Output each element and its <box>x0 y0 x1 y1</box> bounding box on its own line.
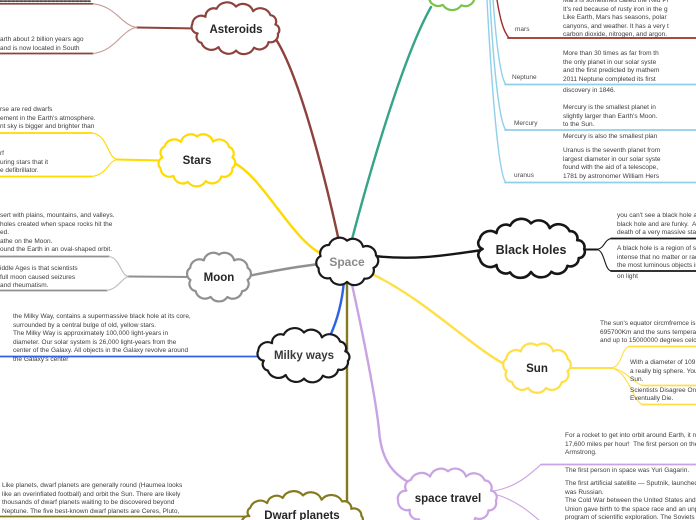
note-stars-2[interactable]: rf uring stars that it e defibrillator. <box>0 150 49 174</box>
note-sun-2[interactable]: With a diameter of 109 a really big sphe… <box>630 359 696 383</box>
node-dwarf-planets[interactable] <box>241 490 364 520</box>
node-milky-ways[interactable] <box>256 326 351 384</box>
branch-label-uranus[interactable]: uranus <box>514 172 534 179</box>
note-space-travel-1b[interactable]: The first person in space was Yuri Gagar… <box>565 466 690 474</box>
branch-stars[interactable] <box>232 161 324 256</box>
bracket-moon[interactable] <box>106 255 129 292</box>
branch-black-holes[interactable] <box>372 248 485 259</box>
node-stars[interactable] <box>157 133 237 188</box>
node-black-holes[interactable] <box>476 217 587 280</box>
note-black-holes-2b[interactable]: on light <box>617 272 638 280</box>
branch-asteroids[interactable] <box>275 39 342 248</box>
branch-planets[interactable] <box>349 5 433 245</box>
note-dwarf-planets[interactable]: Like planets, dwarf planets are generall… <box>2 482 183 515</box>
note-space-travel-2[interactable]: The first artificial satellite — Sputnik… <box>565 480 696 520</box>
note-black-holes-1[interactable]: you can't see a black hole an black hole… <box>617 212 696 236</box>
node-sun[interactable] <box>502 342 572 394</box>
node-label-dwarf-planets[interactable]: Dwarf planets <box>264 510 340 520</box>
branch-milky-ways[interactable] <box>328 279 346 338</box>
note-neptune-2[interactable]: discovery in 1846. <box>563 86 616 94</box>
bracket-black-holes[interactable] <box>596 237 612 272</box>
note-space-travel-1[interactable]: For a rocket to get into orbit around Ea… <box>565 432 696 456</box>
fan-neptune[interactable] <box>492 0 507 86</box>
bracket-sun[interactable] <box>611 345 643 406</box>
branch-moon[interactable] <box>246 262 322 278</box>
fan-mercury[interactable] <box>489 0 507 131</box>
connector-moon[interactable] <box>127 275 193 278</box>
bracket-space-travel[interactable] <box>493 463 542 520</box>
bracket-stars[interactable] <box>91 132 118 178</box>
node-label-asteroids[interactable]: Asteroids <box>209 24 263 36</box>
node-asteroids[interactable] <box>190 1 281 56</box>
node-space-travel[interactable] <box>396 467 498 520</box>
node-planets-cloud[interactable] <box>423 0 481 12</box>
note-milky-ways[interactable]: the Milky Way, contains a supermassive b… <box>13 313 191 363</box>
connector-asteroids[interactable] <box>136 26 199 30</box>
node-label-space-travel[interactable]: space travel <box>414 493 482 505</box>
note-black-holes-2[interactable]: A black hole is a region of sp intense t… <box>617 245 696 269</box>
note-moon-1[interactable]: sert with plains, mountains, and valleys… <box>0 212 115 253</box>
note-sun-1[interactable]: The sun's equator circmfremce is 43 6957… <box>600 320 696 344</box>
note-mercury[interactable]: Mercury is the smallest planet in slight… <box>563 104 658 128</box>
note-asteroids-2[interactable]: arth about 2 billion years ago and is no… <box>0 36 84 52</box>
branch-label-mars[interactable]: mars <box>515 26 530 33</box>
fan-mars[interactable] <box>496 0 510 39</box>
node-label-space[interactable]: Space <box>329 255 365 269</box>
connector-stars[interactable] <box>116 158 165 162</box>
branch-space-travel[interactable] <box>349 278 410 484</box>
bracket-asteroids[interactable] <box>92 3 138 55</box>
node-moon[interactable] <box>185 251 252 303</box>
branch-label-mercury[interactable]: Mercury <box>514 120 538 127</box>
node-label-moon[interactable]: Moon <box>203 272 235 284</box>
node-space[interactable] <box>315 236 380 287</box>
note-moon-2[interactable]: iddle Ages is that scientists full moon … <box>0 265 78 289</box>
node-label-black-holes[interactable]: Black Holes <box>495 243 567 257</box>
node-label-stars[interactable]: Stars <box>182 155 212 167</box>
branch-sun[interactable] <box>364 269 510 368</box>
fan-uranus[interactable] <box>486 0 507 184</box>
note-sun-3[interactable]: Scientists Disagree On Eventually Die. <box>630 386 696 403</box>
note-uranus[interactable]: Uranus is the seventh planet from larges… <box>563 147 661 180</box>
note-mars[interactable]: Mars is sometimes called the Red Pl It's… <box>563 0 669 38</box>
branch-label-neptune[interactable]: Neptune <box>512 74 537 81</box>
note-stars-1[interactable]: rse are red dwarfs ement in the Earth's … <box>0 106 96 130</box>
note-mercury-2[interactable]: Mercury is also the smallest plan <box>563 133 658 140</box>
node-label-sun[interactable]: Sun <box>526 363 548 375</box>
node-label-milky-ways[interactable]: Milky ways <box>273 350 335 362</box>
note-neptune[interactable]: More than 30 times as far from th the on… <box>563 50 660 83</box>
